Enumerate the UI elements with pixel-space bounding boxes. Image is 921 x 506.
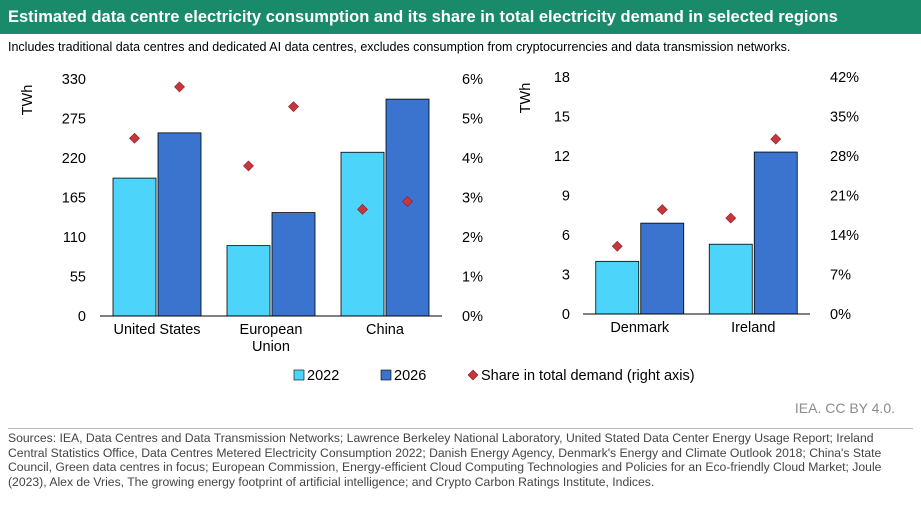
y2-tick-label: 1% [462,270,483,286]
y2-tick-label: 5% [462,112,483,128]
y2-tick-label: 35% [830,110,859,126]
bar-2026 [640,222,685,315]
category-label: Union [252,339,290,355]
share-point [357,203,368,215]
share-point [725,212,737,224]
y2-tick-label: 14% [830,228,859,244]
y-tick-label: 275 [62,112,86,128]
y2-tick-label: 42% [830,70,859,86]
y-tick-label: 9 [562,189,570,205]
y-axis-label: TWh [518,83,534,114]
y-tick-label: 6 [562,228,570,244]
bar-2022 [708,243,753,315]
share-point [402,196,413,207]
share-point [129,132,140,144]
legend-swatch-2026 [380,369,392,381]
y2-tick-label: 7% [830,268,851,284]
bar-2026 [271,212,316,317]
bar-2022 [340,151,385,317]
y-tick-label: 110 [63,230,86,246]
share-point [288,101,299,113]
y-tick-label: 55 [70,270,86,286]
bar-2026 [753,151,798,315]
category-label: China [366,322,405,338]
y2-tick-label: 0% [830,307,851,323]
y2-tick-label: 6% [462,72,483,88]
share-point [656,204,668,216]
legend-label: Share in total demand (right axis) [481,368,695,384]
y-tick-label: 165 [62,191,86,207]
bar-2022 [226,245,271,317]
bar-2022 [595,260,640,315]
y2-tick-label: 21% [830,189,859,205]
legend-label: 2026 [394,368,426,384]
bar-2022 [112,177,157,317]
category-label: European [240,322,303,338]
y-tick-label: 0 [78,309,86,325]
y2-tick-label: 28% [830,149,859,165]
title-bar [0,0,921,34]
chart-canvas: 0 55 110 165 220 275 330 0% 1% 2% 3% 4% 5% 6% TWh Unite… [20,70,859,384]
share-point [770,133,782,145]
y-tick-label: 3 [562,268,570,284]
y-tick-label: 18 [554,70,570,86]
chart-title: Estimated data centre electricity consum… [8,8,838,26]
y2-tick-label: 0% [462,309,483,325]
legend-swatch-share [467,369,479,381]
share-point [243,160,254,172]
chart-subtitle: Includes traditional data centres and de… [8,40,791,54]
category-label: Ireland [731,320,775,336]
y-axis-label: TWh [20,85,36,116]
legend-swatch-2022 [293,369,305,381]
y-tick-label: 220 [62,151,86,167]
y2-tick-label: 2% [462,230,483,246]
sources-note: Sources: IEA, Data Centres and Data Tran… [8,428,913,489]
legend-label: 2022 [307,368,339,384]
share-point [611,240,623,252]
y2-tick-label: 3% [462,191,483,207]
bar-2026 [385,98,430,317]
credit-text: IEA. CC BY 4.0. [794,400,895,416]
bar-2026 [157,132,202,317]
category-label: United States [113,322,200,338]
y-tick-label: 12 [554,149,570,165]
y-tick-label: 15 [554,110,570,126]
category-label: Denmark [610,320,670,336]
y2-tick-label: 4% [462,151,483,167]
y-tick-label: 0 [562,307,570,323]
y-tick-label: 330 [62,72,86,88]
share-point [174,81,185,93]
